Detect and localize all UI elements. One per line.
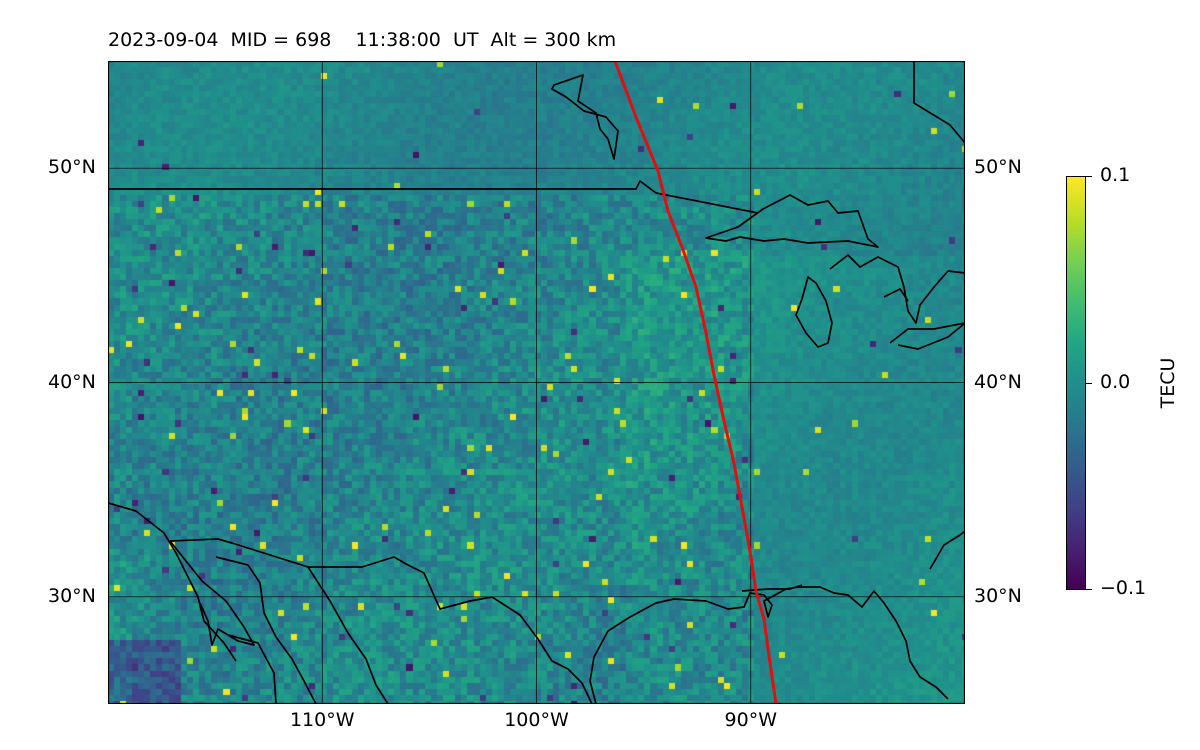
lat-label-right: 40°N xyxy=(974,370,1022,393)
colorbar-label: TECU xyxy=(1157,357,1179,409)
lon-label: 90°W xyxy=(724,709,777,731)
graticule xyxy=(108,61,965,704)
lon-label: 100°W xyxy=(504,709,569,731)
colorbar-tick xyxy=(1086,176,1092,177)
gulf-of-california xyxy=(169,540,255,646)
lat-label-left: 50°N xyxy=(48,156,96,179)
lake-erie xyxy=(889,322,965,350)
sonora-coast xyxy=(307,566,389,704)
lake-huron-west xyxy=(883,288,909,302)
us-canada-border xyxy=(108,180,759,214)
map-frame xyxy=(108,61,965,704)
florida-coast xyxy=(929,530,965,570)
lake-huron xyxy=(829,254,965,324)
lon-label: 110°W xyxy=(289,709,355,731)
lat-label-left: 30°N xyxy=(48,584,96,607)
coastlines xyxy=(108,61,965,704)
map-overlay xyxy=(108,61,965,704)
colorbar-tick xyxy=(1086,589,1092,590)
colorbar-tick xyxy=(1086,382,1092,384)
colorbar-tick-label: 0.0 xyxy=(1100,370,1131,393)
tec-map xyxy=(108,61,965,704)
terminator-line xyxy=(613,61,778,704)
colorbar-tick-label: −0.1 xyxy=(1100,577,1147,599)
hudson-bay-shore xyxy=(551,74,619,160)
baja-coast xyxy=(108,502,237,662)
northeast-coast xyxy=(913,61,965,144)
lake-superior xyxy=(705,194,879,248)
colorbar xyxy=(1066,176,1086,590)
lat-label-right: 30°N xyxy=(974,584,1022,607)
mexico-pacific-coast xyxy=(215,556,317,704)
mexico-west-coast xyxy=(227,634,277,704)
lat-label-left: 40°N xyxy=(48,370,96,393)
lat-label-right: 50°N xyxy=(974,156,1022,179)
gulf-coast xyxy=(589,586,949,704)
lake-michigan xyxy=(795,276,833,348)
us-mexico-border xyxy=(169,538,593,704)
colorbar-tick-label: 0.1 xyxy=(1100,164,1131,186)
map-title: 2023-09-04 MID = 698 11:38:00 UT Alt = 3… xyxy=(108,29,617,51)
